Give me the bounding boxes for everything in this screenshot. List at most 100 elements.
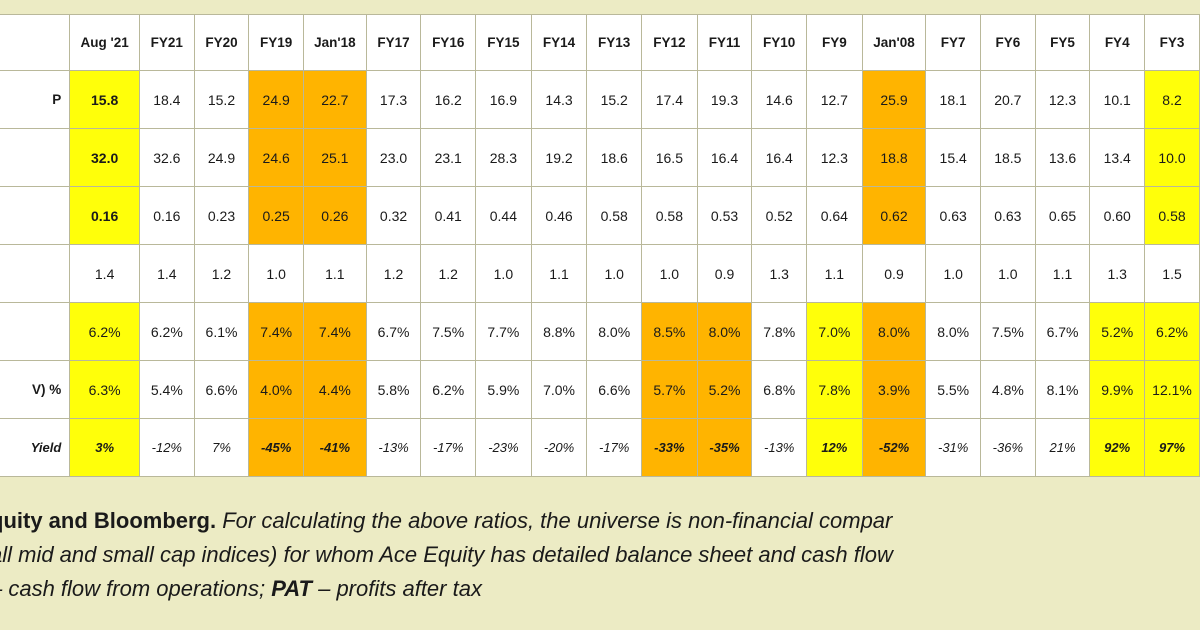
table-row: 6.2% 6.2% 6.1% 7.4% 7.4% 6.7% 7.5% 7.7% 8.8% 8.0%…: [0, 302, 1200, 361]
table-row: Yield 3% -12% 7% -45% -41% -13% -17% -23% -20% -17…: [0, 418, 1200, 477]
table-cell: 32.0: [69, 128, 140, 187]
table-cell: 6.1%: [193, 302, 250, 361]
table-cell: 8.5%: [641, 302, 698, 361]
table-cell: 16.4: [751, 128, 808, 187]
table-cell: 24.9: [193, 128, 250, 187]
table-cell: 15.8: [69, 70, 140, 129]
column-header: FY7: [925, 14, 982, 71]
column-header: FY10: [751, 14, 808, 71]
table-cell: 12.3: [1034, 70, 1091, 129]
table-cell: 7.4%: [248, 302, 304, 361]
table-cell: 8.0%: [586, 302, 643, 361]
table-cell: 25.1: [303, 128, 367, 187]
table-cell: 0.58: [641, 186, 698, 245]
table-row: P 15.8 18.4 15.2 24.9 22.7 17.3 16.2 16.9 14.3 15.…: [0, 70, 1200, 129]
table-cell: 0.9: [696, 244, 753, 303]
table-cell: 0.64: [806, 186, 863, 245]
table-cell: 25.9: [861, 70, 927, 129]
table-cell: 16.2: [420, 70, 477, 129]
table-cell: 1.0: [925, 244, 982, 303]
table-cell: 12%: [806, 418, 863, 477]
footnote-pat-bold: PAT: [271, 576, 312, 601]
table-cell: 1.1: [303, 244, 367, 303]
table-cell: 19.2: [530, 128, 588, 187]
table-cell: -31%: [925, 418, 982, 477]
footnote-line-3-text-b: – profits after tax: [311, 576, 482, 601]
table-cell: -13%: [751, 418, 808, 477]
table-cell: 0.52: [751, 186, 808, 245]
table-cell: 7.0%: [806, 302, 863, 361]
table-cell: 18.8: [861, 128, 927, 187]
table-cell: 4.4%: [303, 360, 367, 419]
table-cell: 3%: [69, 418, 140, 477]
table-cell: 1.0: [248, 244, 304, 303]
column-header: FY11: [696, 14, 753, 71]
table-cell: 12.7: [806, 70, 863, 129]
table-cell: 6.2%: [1144, 302, 1200, 361]
table-cell: 17.4: [641, 70, 698, 129]
table-cell: 23.0: [365, 128, 422, 187]
table-cell: 12.1%: [1144, 360, 1200, 419]
column-header: FY3: [1144, 14, 1200, 71]
row-label: [0, 186, 71, 245]
table-cell: 1.0: [586, 244, 643, 303]
column-header: Aug '21: [69, 14, 140, 71]
table-cell: -33%: [641, 418, 698, 477]
table-cell: -23%: [475, 418, 532, 477]
table-cell: 0.44: [475, 186, 532, 245]
table-cell: 10.0: [1144, 128, 1200, 187]
table-cell: 0.16: [69, 186, 140, 245]
table-cell: 13.6: [1034, 128, 1091, 187]
column-header: FY6: [980, 14, 1036, 71]
table-cell: 0.16: [138, 186, 195, 245]
table-cell: 8.0%: [925, 302, 982, 361]
table-row: 32.0 32.6 24.9 24.6 25.1 23.0 23.1 28.3 19.2 18.6…: [0, 128, 1200, 187]
table-cell: 8.8%: [530, 302, 588, 361]
table-cell: 8.2: [1144, 70, 1200, 129]
table-cell: 1.0: [641, 244, 698, 303]
table-cell: 1.1: [1034, 244, 1091, 303]
valuation-ratios-table: Aug '21 FY21 FY20 FY19 Jan'18 FY17 FY16 FY15 FY1…: [0, 14, 1200, 477]
table-cell: 8.0%: [696, 302, 753, 361]
table-cell: 6.8%: [751, 360, 808, 419]
table-cell: 6.7%: [1034, 302, 1091, 361]
table-cell: 0.23: [193, 186, 250, 245]
table-cell: 0.53: [696, 186, 753, 245]
header-corner-cell: [0, 14, 71, 71]
table-cell: 4.0%: [248, 360, 304, 419]
table-cell: 5.4%: [138, 360, 195, 419]
header-row: Aug '21 FY21 FY20 FY19 Jan'18 FY17 FY16 FY15 FY1…: [0, 14, 1200, 71]
table-cell: 1.4: [138, 244, 195, 303]
table-cell: 0.41: [420, 186, 477, 245]
table-cell: 15.2: [586, 70, 643, 129]
column-header: FY19: [248, 14, 304, 71]
table-cell: 4.8%: [980, 360, 1036, 419]
column-header: Jan'08: [861, 14, 927, 71]
table-cell: 16.9: [475, 70, 532, 129]
row-label: [0, 128, 71, 187]
column-header: FY20: [193, 14, 250, 71]
table-cell: 0.58: [586, 186, 643, 245]
footnote-line-3: – cash flow from operations; PAT – profi…: [0, 572, 1200, 606]
column-header: FY15: [475, 14, 532, 71]
table-cell: 5.9%: [475, 360, 532, 419]
table-cell: -17%: [420, 418, 477, 477]
table-cell: 13.4: [1089, 128, 1146, 187]
table-cell: 0.26: [303, 186, 367, 245]
table-cell: -45%: [248, 418, 304, 477]
table-cell: 17.3: [365, 70, 422, 129]
table-cell: 1.1: [806, 244, 863, 303]
table-cell: 24.9: [248, 70, 304, 129]
table-cell: 6.7%: [365, 302, 422, 361]
table-cell: 92%: [1089, 418, 1146, 477]
table-cell: 1.0: [475, 244, 532, 303]
table-cell: -52%: [861, 418, 927, 477]
table-cell: 6.6%: [586, 360, 643, 419]
table-cell: 0.60: [1089, 186, 1146, 245]
table-cell: 0.9: [861, 244, 927, 303]
table-cell: 1.2: [420, 244, 477, 303]
footnote-line-1: quity and Bloomberg. For calculating the…: [0, 504, 1200, 538]
column-header: FY13: [586, 14, 643, 71]
table-cell: 0.32: [365, 186, 422, 245]
table-cell: -12%: [138, 418, 195, 477]
